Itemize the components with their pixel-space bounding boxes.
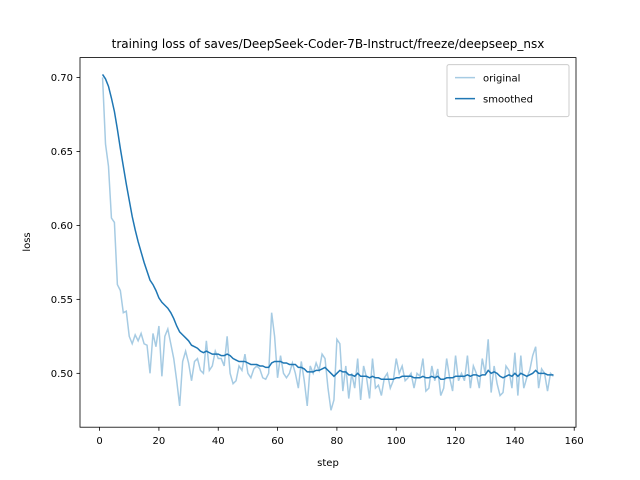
y-axis-label: loss: [22, 232, 33, 251]
x-tick-label: 80: [331, 436, 344, 447]
legend-box: [446, 64, 570, 118]
plot-frame: [79, 57, 577, 428]
legend-label: smoothed: [483, 95, 533, 106]
y-tick-label: 0.60: [51, 221, 73, 232]
y-tick-label: 0.70: [51, 73, 73, 84]
x-tick-label: 120: [446, 436, 465, 447]
x-tick-label: 60: [271, 436, 284, 447]
series-line: [101, 77, 554, 411]
y-tick-label: 0.65: [51, 147, 73, 158]
x-tick-label: 0: [96, 436, 102, 447]
legend-label: original: [483, 74, 520, 85]
y-tick-label: 0.50: [51, 369, 73, 380]
series-line: [101, 74, 554, 381]
x-tick-label: 140: [505, 436, 524, 447]
y-tick-label: 0.55: [51, 295, 73, 306]
x-tick-label: 100: [387, 436, 406, 447]
chart-title: training loss of saves/DeepSeek-Coder-7B…: [112, 37, 545, 51]
x-tick-label: 20: [153, 436, 166, 447]
x-tick-label: 40: [212, 436, 225, 447]
x-axis-label: step: [317, 458, 339, 469]
x-tick-label: 160: [565, 436, 584, 447]
